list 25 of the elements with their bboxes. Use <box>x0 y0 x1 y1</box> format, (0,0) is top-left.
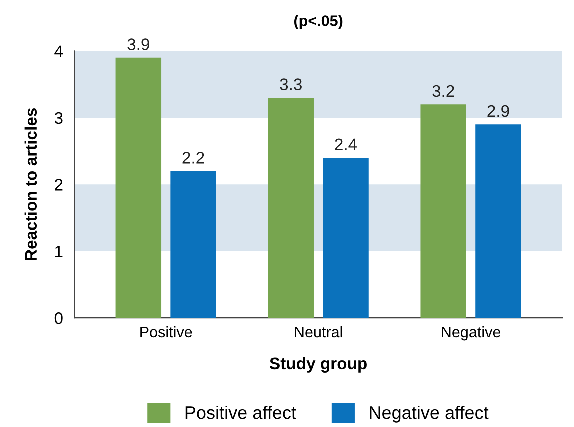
x-tick-label: Negative <box>442 326 501 341</box>
chart-title: (p<.05) <box>294 15 343 30</box>
bar <box>268 98 314 318</box>
data-label: 2.9 <box>488 105 510 118</box>
data-label: 3.9 <box>128 38 150 50</box>
bar <box>420 104 466 318</box>
bar <box>116 58 162 318</box>
y-tick-label: 1 <box>56 246 63 258</box>
data-label: 2.2 <box>182 152 204 164</box>
x-tick-label: Neutral <box>295 326 342 338</box>
x-axis-title: Study group <box>270 357 367 373</box>
y-tick-label: 0 <box>54 312 63 324</box>
bar <box>323 158 369 318</box>
bar <box>170 171 216 318</box>
data-label: 3.3 <box>280 78 302 90</box>
y-tick-label: 3 <box>54 112 63 124</box>
bar <box>476 124 522 318</box>
data-label: 2.4 <box>335 138 358 150</box>
y-tick-label: 2 <box>55 179 63 191</box>
legend-label: Positive affect <box>186 406 296 420</box>
x-tick-label: Positive <box>140 326 192 338</box>
legend-label: Negative affect <box>370 406 489 423</box>
y-axis-title: Reaction to articles <box>24 108 38 260</box>
y-tick-label: 4 <box>54 46 64 58</box>
data-label: 3.2 <box>432 85 454 98</box>
